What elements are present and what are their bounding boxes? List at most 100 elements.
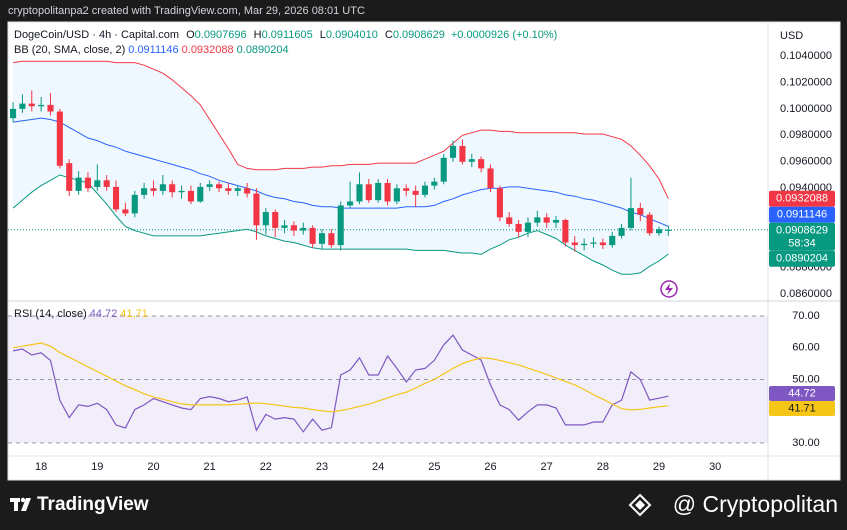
candle-body (10, 108, 17, 119)
x-tick-label: 27 (541, 461, 553, 473)
candle-body (103, 180, 110, 187)
rsi-value: 44.72 (89, 308, 118, 320)
y-tick-label: 60.00 (792, 342, 820, 354)
indicator-value: 0.0932088 (181, 44, 234, 56)
candle-body (375, 182, 382, 201)
y-tick-label: 0.0860000 (780, 288, 832, 300)
candle-body (169, 184, 176, 193)
candle-body (571, 242, 578, 246)
band-line (13, 60, 669, 199)
candle-body (300, 227, 307, 231)
candle-body (459, 145, 466, 162)
credit-logo (628, 493, 652, 517)
indicator-value: 0.0890204 (236, 44, 289, 56)
logo-part (14, 498, 18, 511)
candle-body (543, 217, 550, 223)
candle-body (637, 208, 644, 215)
price-tag-label: 0.0932088 (776, 193, 828, 205)
candle-body (75, 177, 82, 191)
candle-body (590, 242, 597, 244)
price-tag-label: 41.71 (788, 402, 816, 414)
alert-icon[interactable] (660, 280, 678, 298)
price-tag (769, 250, 835, 267)
candle-body (309, 227, 316, 244)
candle-body (56, 111, 63, 166)
candle-body (524, 222, 532, 232)
price-tag-label: 0.0908629 (776, 225, 828, 237)
ohlc-label: C (384, 29, 393, 41)
x-tick-label: 30 (709, 461, 721, 473)
change: +0.0000926 (+0.10%) (450, 29, 558, 41)
candle-body (131, 194, 138, 214)
candle-body (365, 184, 372, 201)
candle-body (84, 177, 91, 189)
candle-body (337, 205, 344, 246)
candle-body (19, 103, 26, 109)
candle-body (215, 184, 223, 189)
candle-body (225, 188, 232, 191)
candle-body (431, 181, 438, 186)
x-tick-label: 18 (35, 461, 47, 473)
band-fill (13, 61, 669, 275)
ohlc-value: 0.0904010 (325, 29, 378, 41)
x-tick-label: 20 (147, 461, 159, 473)
ohlc-value: 0.0907696 (194, 29, 247, 41)
ohlc-value: 0.0908629 (392, 29, 445, 41)
candle-body (655, 229, 663, 234)
candle-body (403, 188, 410, 191)
candle-body (627, 208, 634, 228)
candle-body (506, 217, 513, 224)
candle-body (609, 235, 616, 246)
candle-body (281, 225, 288, 228)
candle-body (562, 219, 569, 243)
currency: USD (780, 30, 803, 42)
x-tick-label: 22 (260, 461, 272, 473)
logo-part (21, 498, 31, 511)
candle-body (112, 186, 120, 210)
candle-body (487, 168, 494, 189)
candle-body (290, 225, 297, 231)
candle-body (94, 180, 101, 187)
x-tick-label: 24 (372, 461, 384, 473)
tradingview-logo (10, 497, 31, 511)
candle-body (478, 159, 485, 169)
price-tag-label: 0.0890204 (776, 253, 828, 265)
y-tick-label: 0.1000000 (780, 103, 832, 115)
candle-body (47, 104, 54, 112)
candle-body (440, 157, 447, 182)
candle-body (468, 159, 475, 162)
y-tick-label: 50.00 (792, 373, 820, 385)
candle-body (599, 242, 606, 246)
candle-body (272, 212, 279, 228)
candle-body (187, 190, 194, 202)
candle-body (646, 214, 653, 234)
candle-body (66, 163, 73, 191)
symbol: DogeCoin/USD · 4h · Capital.com (14, 29, 180, 41)
y-tick-label: 0.1020000 (780, 76, 832, 88)
ohlc-label: H (253, 29, 262, 41)
y-tick-label: 30.00 (792, 437, 820, 449)
ohlc: O0.0907696 H0.0911605 L0.0904010 C0.0908629 (182, 29, 448, 41)
candle-body (159, 184, 166, 191)
price-tag (769, 401, 835, 417)
candle-body (496, 188, 503, 218)
candle-body (244, 188, 251, 194)
rsi-title: RSI (14, close) (14, 308, 87, 320)
x-tick-label: 19 (91, 461, 103, 473)
x-tick-label: 28 (597, 461, 609, 473)
x-tick-label: 26 (484, 461, 496, 473)
rsi-value: 41.71 (120, 308, 148, 320)
indicator: BB (20, SMA, close, 2) (14, 44, 126, 56)
x-tick-label: 23 (316, 461, 328, 473)
ohlc-label: O (186, 29, 195, 41)
candle-body (38, 104, 45, 107)
price-tag-label: 44.72 (788, 387, 816, 399)
candle-body (253, 193, 260, 226)
indicator-row: BB (20, SMA, close, 2) 0.0911146 0.0932088… (14, 43, 560, 58)
rsi-line (13, 342, 669, 413)
candle-body (262, 212, 269, 226)
ohlc-label: L (319, 29, 326, 41)
price-legend: DogeCoin/USD · 4h · Capital.com O0.090769… (14, 28, 560, 58)
